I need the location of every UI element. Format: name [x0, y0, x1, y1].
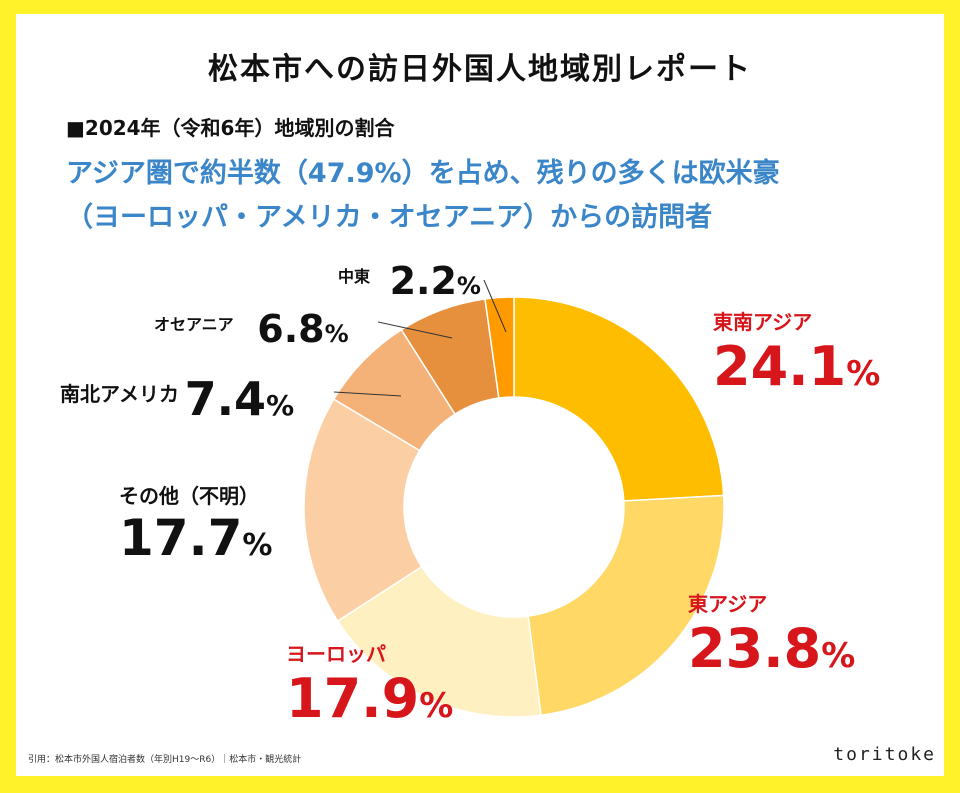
label-east-asia-name: 東アジア [688, 592, 768, 616]
report-panel: 松本市への訪日外国人地域別レポート ■2024年（令和6年）地域別の割合 アジア… [16, 14, 944, 776]
pct-sign: % [266, 389, 295, 422]
pct-sign: % [821, 636, 856, 676]
headline-line-1: アジア圏で約半数（47.9%）を占め、残りの多くは欧米豪 [66, 158, 780, 189]
label-americas-value: 7.4 [184, 372, 267, 426]
headline-line-2: （ヨーロッパ・アメリカ・オセアニア）からの訪問者 [66, 202, 713, 233]
slice-europe [336, 565, 542, 718]
label-middle-east-name: 中東 [338, 267, 371, 286]
donut-chart [303, 279, 725, 718]
label-middle-east-value: 2.2 [389, 259, 457, 303]
label-europe-value: 17.9 [286, 667, 420, 730]
label-oceania: オセアニア 6.8% [154, 307, 349, 351]
label-middle-east: 中東 2.2% [338, 259, 481, 303]
label-other: その他（不明） 17.7% [119, 480, 272, 567]
chart-subtitle: ■2024年（令和6年）地域別の割合 [66, 116, 395, 140]
label-oceania-value: 6.8 [257, 307, 325, 351]
slice-east-asia [527, 494, 725, 717]
label-east-asia: 東アジア 23.8% [688, 588, 855, 680]
leader-line-oceania [377, 321, 453, 339]
source-citation: 引用：松本市外国人宿泊者数（年別H19〜R6）｜松本市・観光統計 [28, 755, 302, 765]
label-oceania-name: オセアニア [154, 315, 234, 334]
label-southeast-asia-name: 東南アジア [713, 310, 813, 334]
page-title: 松本市への訪日外国人地域別レポート [208, 52, 752, 87]
slice-middle-east [484, 296, 515, 399]
leader-line-americas [333, 391, 402, 397]
label-other-value: 17.7 [119, 509, 243, 567]
label-southeast-asia-value: 24.1 [713, 335, 847, 398]
label-europe: ヨーロッパ 17.9% [286, 638, 453, 730]
headline: アジア圏で約半数（47.9%）を占め、残りの多くは欧米豪 （ヨーロッパ・アメリカ… [66, 152, 936, 240]
leader-line-middle-east [483, 279, 507, 333]
label-americas-name: 南北アメリカ [60, 382, 179, 406]
pct-sign: % [242, 528, 273, 563]
label-other-name: その他（不明） [119, 484, 259, 508]
label-europe-name: ヨーロッパ [286, 642, 386, 666]
label-southeast-asia: 東南アジア 24.1% [713, 306, 880, 398]
slice-other [303, 398, 423, 623]
pct-sign: % [456, 272, 481, 300]
pct-sign: % [419, 686, 454, 726]
brand-logo: toritoke [833, 744, 936, 765]
slice-southeast-asia [513, 296, 725, 502]
pct-sign: % [846, 354, 881, 394]
pct-sign: % [324, 320, 349, 348]
label-americas: 南北アメリカ 7.4% [60, 372, 294, 426]
label-east-asia-value: 23.8 [688, 617, 822, 680]
